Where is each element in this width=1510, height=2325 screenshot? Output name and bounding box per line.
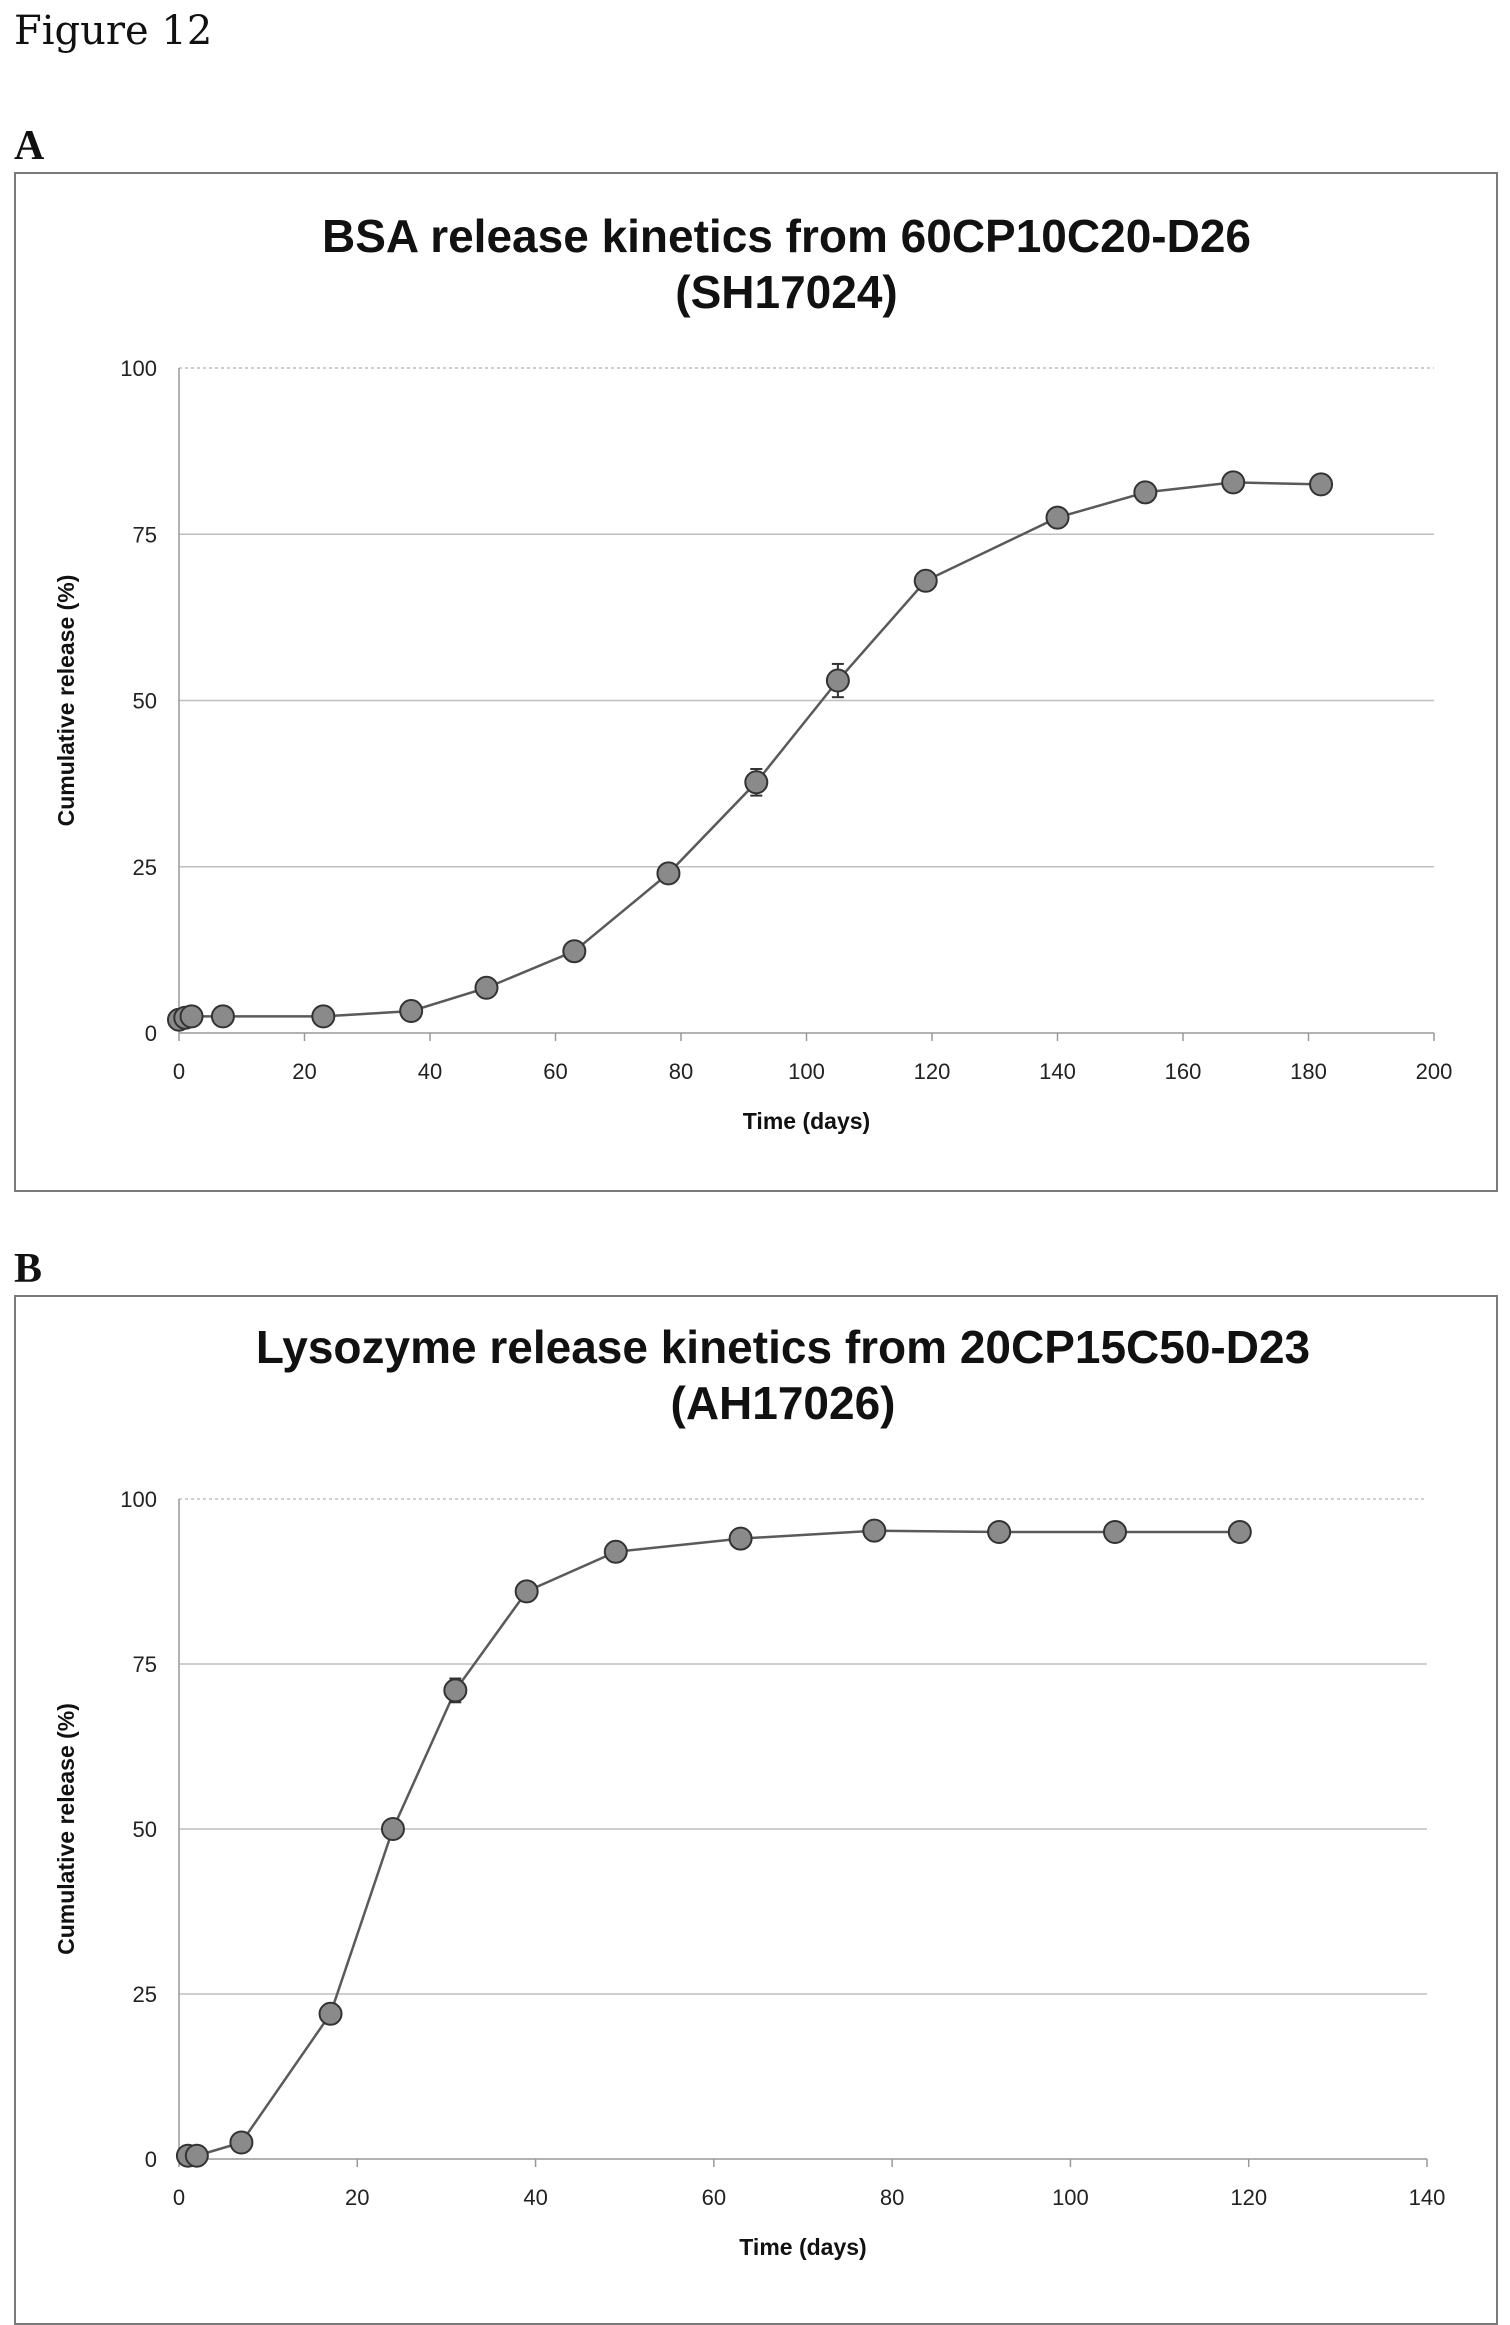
data-point [913,568,938,593]
x-tick-label: 80 [669,1059,693,1084]
y-tick-label: 50 [133,689,157,714]
y-tick-label: 100 [120,356,157,381]
y-tick-label: 100 [120,1487,157,1512]
data-point [380,1817,405,1841]
data-point [825,668,850,693]
y-tick-label: 0 [145,1021,157,1046]
data-point [862,1518,887,1543]
x-tick-label: 100 [1052,2185,1089,2210]
data-point [179,1004,204,1029]
x-tick-label: 60 [543,1059,567,1084]
figure-label: Figure 12 [14,8,213,54]
panel-letter-a: A [14,123,45,169]
chart-frame [14,1295,1498,2325]
data-point [728,1526,753,1551]
x-tick-label: 140 [1039,1059,1076,1084]
data-point [1227,1520,1252,1544]
data-point [603,1539,628,1564]
series-line [178,481,1322,1021]
x-tick-label: 120 [1230,2185,1267,2210]
y-tick-label: 50 [133,1817,157,1842]
data-point [1045,505,1070,530]
data-point [474,975,499,1000]
x-tick-label: 20 [292,1059,316,1084]
y-tick-label: 25 [133,855,157,880]
data-point [744,770,769,795]
data-point [210,1004,235,1029]
chart-title-line: (SH17024) [675,266,897,318]
data-point [514,1579,539,1604]
x-axis-label: Time (days) [739,2234,866,2260]
x-tick-label: 20 [345,2185,369,2210]
panel-letter-b: B [14,1246,43,1292]
data-point [311,1004,336,1029]
x-tick-label: 80 [880,2185,904,2210]
data-point [443,1678,468,1703]
chart-frame [14,172,1498,1192]
y-tick-label: 0 [145,2147,157,2172]
y-tick-label: 75 [133,1652,157,1677]
x-tick-label: 120 [914,1059,951,1084]
data-point [1103,1520,1127,1544]
x-tick-label: 200 [1416,1059,1453,1084]
x-tick-label: 140 [1409,2185,1446,2210]
data-point [1221,470,1246,495]
data-point [1133,480,1158,505]
data-point [562,939,587,964]
x-tick-label: 40 [523,2185,547,2210]
x-tick-label: 40 [418,1059,442,1084]
chart-b: Lysozyme release kinetics from 20CP15C50… [14,1295,1498,2325]
y-axis-label: Cumulative release (%) [53,1703,79,1955]
data-point [656,861,681,886]
chart-title-line: BSA release kinetics from 60CP10C20-D26 [322,210,1251,262]
chart-a: BSA release kinetics from 60CP10C20-D26(… [14,172,1498,1192]
x-tick-label: 0 [173,1059,185,1084]
data-point [229,2130,254,2155]
x-tick-label: 0 [173,2185,185,2210]
x-tick-label: 100 [788,1059,825,1084]
data-point [1309,472,1334,497]
x-tick-label: 180 [1290,1059,1327,1084]
data-point [318,2001,343,2026]
y-tick-label: 25 [133,1982,157,2007]
y-axis-label: Cumulative release (%) [53,575,79,827]
data-point [399,999,424,1024]
x-axis-label: Time (days) [743,1108,870,1134]
x-tick-label: 160 [1165,1059,1202,1084]
data-point [987,1520,1012,1544]
chart-title-line: (AH17026) [671,1377,896,1429]
data-point [184,2143,209,2168]
x-tick-label: 60 [702,2185,726,2210]
y-tick-label: 75 [133,522,157,547]
chart-title-line: Lysozyme release kinetics from 20CP15C50… [256,1321,1310,1373]
